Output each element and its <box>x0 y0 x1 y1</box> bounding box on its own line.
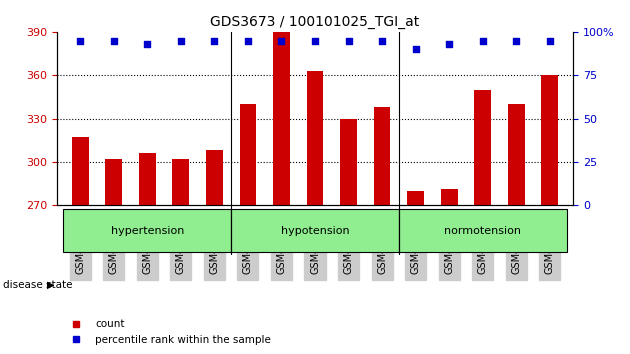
Point <box>444 41 454 47</box>
Text: disease state: disease state <box>3 280 72 290</box>
Bar <box>105 159 122 205</box>
Point <box>209 38 219 44</box>
Bar <box>206 150 223 205</box>
Bar <box>508 104 525 205</box>
Text: ▶: ▶ <box>47 280 55 290</box>
Point <box>478 38 488 44</box>
Point <box>511 38 521 44</box>
Bar <box>231 209 399 252</box>
Bar <box>72 137 89 205</box>
Bar <box>307 71 323 205</box>
Bar <box>64 209 231 252</box>
Point <box>75 38 85 44</box>
Title: GDS3673 / 100101025_TGI_at: GDS3673 / 100101025_TGI_at <box>210 16 420 29</box>
Bar <box>474 90 491 205</box>
Point <box>310 38 320 44</box>
Point <box>142 41 152 47</box>
Bar <box>399 209 566 252</box>
Bar <box>407 191 424 205</box>
Bar <box>541 75 558 205</box>
Point <box>545 38 555 44</box>
Text: normotension: normotension <box>444 225 521 236</box>
Legend: count, percentile rank within the sample: count, percentile rank within the sample <box>62 315 275 349</box>
Bar <box>173 159 189 205</box>
Point <box>109 38 119 44</box>
Bar <box>340 119 357 205</box>
Bar <box>441 189 457 205</box>
Point <box>343 38 353 44</box>
Bar <box>273 32 290 205</box>
Bar <box>374 107 391 205</box>
Point <box>243 38 253 44</box>
Text: hypotension: hypotension <box>281 225 349 236</box>
Point <box>411 46 421 52</box>
Text: hypertension: hypertension <box>111 225 184 236</box>
Point <box>176 38 186 44</box>
Bar <box>239 104 256 205</box>
Point <box>277 38 287 44</box>
Bar <box>139 153 156 205</box>
Point <box>377 38 387 44</box>
